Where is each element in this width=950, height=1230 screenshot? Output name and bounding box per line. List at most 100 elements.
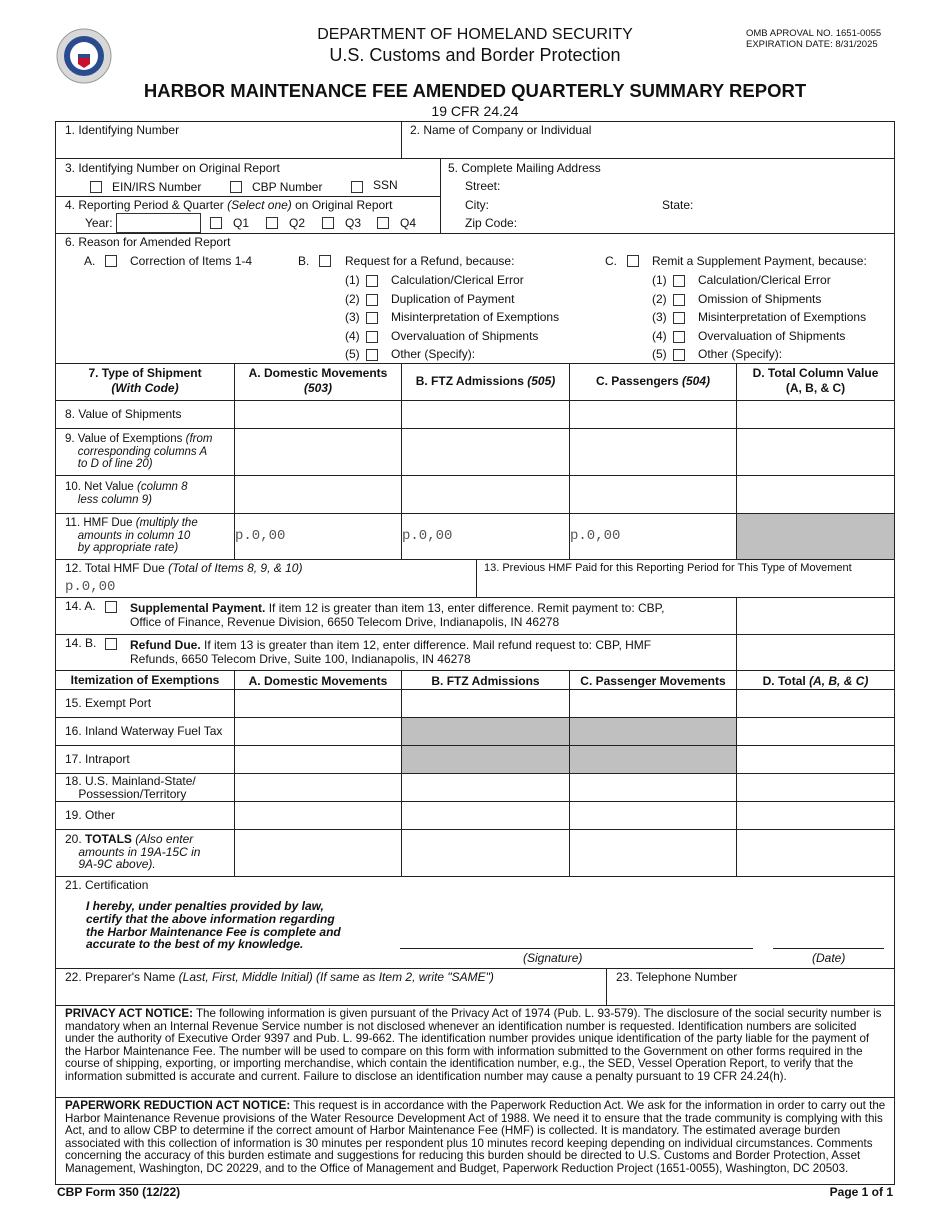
agency-name: U.S. Customs and Border Protection — [329, 45, 621, 65]
paperwork-reduction-notice: PAPERWORK REDUCTION ACT NOTICE: This req… — [65, 1099, 886, 1175]
preparer-name-field[interactable] — [56, 985, 605, 1004]
cbp-seal-logo — [56, 28, 112, 84]
domestic-movements-col-header: A. Domestic Movements — [248, 674, 388, 688]
refund-due-checkbox[interactable] — [105, 638, 117, 650]
reason-item-number: (1) — [345, 273, 360, 287]
zip-field[interactable] — [522, 214, 722, 230]
ftz-admissions-header: B. FTZ Admissions (505) — [415, 374, 556, 388]
reason-item-number: (5) — [652, 347, 667, 362]
q2-checkbox[interactable] — [266, 217, 278, 229]
ssn-checkbox[interactable] — [351, 181, 363, 193]
c-reason-checkbox[interactable] — [673, 330, 685, 343]
mailing-address-label: 5. Complete Mailing Address — [448, 161, 601, 175]
type-of-shipment-header: 7. Type of Shipment (With Code) — [88, 366, 202, 395]
reason-item-label: Misinterpretation of Exemptions — [391, 310, 560, 325]
q4-label: Q4 — [400, 216, 417, 230]
c-reason-checkbox[interactable] — [673, 349, 685, 362]
total-column-header: D. Total Column Value (A, B, & C) — [752, 366, 879, 395]
inland-waterway-label: 16. Inland Waterway Fuel Tax — [65, 724, 223, 738]
signature-field[interactable] — [400, 920, 753, 947]
street-field[interactable] — [505, 177, 890, 193]
total-hmf-due-input[interactable]: p.0,00 — [65, 579, 116, 595]
reason-item-label: Overvaluation of Shipments — [391, 328, 539, 343]
zip-label: Zip Code: — [465, 216, 518, 230]
supplemental-payment-text: Supplemental Payment. If item 12 is grea… — [130, 601, 665, 629]
form-title: HARBOR MAINTENANCE FEE AMENDED QUARTERLY… — [143, 80, 807, 101]
ein-label: EIN/IRS Number — [112, 180, 202, 194]
reason-label: 6. Reason for Amended Report — [65, 235, 231, 249]
net-value-label: 10. Net Value (column 8 less column 9) — [65, 481, 188, 506]
identifying-number-field[interactable] — [56, 136, 400, 157]
date-field[interactable] — [773, 920, 884, 947]
telephone-field[interactable] — [607, 985, 893, 1004]
c-reason-checkbox[interactable] — [673, 312, 685, 325]
reason-item-number: (2) — [652, 291, 667, 306]
itemization-header: Itemization of Exemptions — [70, 673, 220, 687]
omb-approval: OMB APROVAL NO. 1651-0055 — [746, 28, 882, 39]
option-a-letter: A. — [84, 254, 96, 268]
mainland-label: 18. U.S. Mainland-State/ Possession/Terr… — [65, 774, 196, 801]
b-reason-checkbox[interactable] — [366, 330, 378, 343]
correction-checkbox[interactable] — [105, 255, 117, 267]
refund-due-text: Refund Due. If item 13 is greater than i… — [130, 638, 652, 666]
reason-item-number: (2) — [345, 291, 360, 306]
refund-checkbox[interactable] — [319, 255, 331, 267]
intraport-label: 17. Intraport — [65, 752, 130, 766]
reporting-period-label: 4. Reporting Period & Quarter (Select on… — [65, 198, 393, 212]
total-hmf-due-label: 12. Total HMF Due (Total of Items 8, 9, … — [65, 561, 303, 575]
reason-item-number: (5) — [345, 347, 360, 362]
exempt-port-label: 15. Exempt Port — [65, 696, 152, 710]
date-caption: (Date) — [812, 951, 846, 965]
total-col-header: D. Total (A, B, & C) — [762, 674, 869, 688]
reason-item-number: (3) — [345, 310, 360, 325]
form-border — [55, 121, 895, 1185]
b-reason-checkbox[interactable] — [366, 293, 378, 306]
previous-hmf-paid-label: 13. Previous HMF Paid for this Reporting… — [484, 562, 852, 574]
q4-checkbox[interactable] — [377, 217, 389, 229]
original-id-label: 3. Identifying Number on Original Report — [65, 161, 280, 175]
street-label: Street: — [465, 179, 501, 193]
reason-item-label: Misinterpretation of Exemptions — [698, 310, 867, 325]
previous-hmf-paid-field[interactable] — [478, 576, 892, 596]
q3-checkbox[interactable] — [322, 217, 334, 229]
ssn-label: SSN — [373, 178, 398, 192]
city-field[interactable] — [495, 196, 655, 212]
ein-checkbox[interactable] — [90, 181, 102, 193]
state-field[interactable] — [697, 196, 887, 212]
supplemental-payment-checkbox[interactable] — [105, 601, 117, 613]
reason-item-number: (3) — [652, 310, 667, 325]
cbp-number-checkbox[interactable] — [230, 181, 242, 193]
supplement-label: Remit a Supplement Payment, because: — [652, 254, 867, 268]
ftz-admissions-col-header: B. FTZ Admissions — [431, 674, 540, 688]
b-reason-checkbox[interactable] — [366, 349, 378, 362]
q2-label: Q2 — [289, 216, 306, 230]
supplement-checkbox[interactable] — [627, 255, 639, 267]
expiration-date: EXPIRATION DATE: 8/31/2025 — [746, 39, 878, 50]
hmf-due-passengers-input[interactable]: p.0,00 — [570, 528, 621, 544]
reason-item-number: (4) — [652, 328, 667, 343]
passenger-movements-col-header: C. Passenger Movements — [580, 674, 726, 688]
q1-checkbox[interactable] — [210, 217, 222, 229]
page-number: Page 1 of 1 — [829, 1185, 893, 1199]
company-name-field[interactable] — [402, 136, 893, 157]
telephone-label: 23. Telephone Number — [616, 970, 738, 984]
c-reason-checkbox[interactable] — [673, 275, 685, 287]
reason-item-label: Other (Specify): — [698, 347, 783, 362]
hmf-due-ftz-input[interactable]: p.0,00 — [402, 528, 453, 544]
b-reason-checkbox[interactable] — [366, 275, 378, 287]
hmf-due-domestic-input[interactable]: p.0,00 — [235, 528, 286, 544]
value-of-exemptions-label: 9. Value of Exemptions (from correspondi… — [65, 433, 213, 470]
item-14a-number: 14. A. — [65, 599, 96, 613]
year-input[interactable] — [116, 213, 201, 233]
reason-item-number: (4) — [345, 328, 360, 343]
reason-item-label: Omission of Shipments — [698, 291, 822, 306]
item-14b-number: 14. B. — [65, 636, 97, 650]
correction-label: Correction of Items 1-4 — [130, 254, 253, 268]
reason-item-label: Duplication of Payment — [391, 291, 515, 306]
b-reason-checkbox[interactable] — [366, 312, 378, 325]
c-reason-checkbox[interactable] — [673, 293, 685, 306]
q3-label: Q3 — [345, 216, 362, 230]
identifying-number-label: 1. Identifying Number — [65, 123, 180, 137]
certification-label: 21. Certification — [65, 878, 149, 892]
cbp-number-label: CBP Number — [252, 180, 323, 194]
